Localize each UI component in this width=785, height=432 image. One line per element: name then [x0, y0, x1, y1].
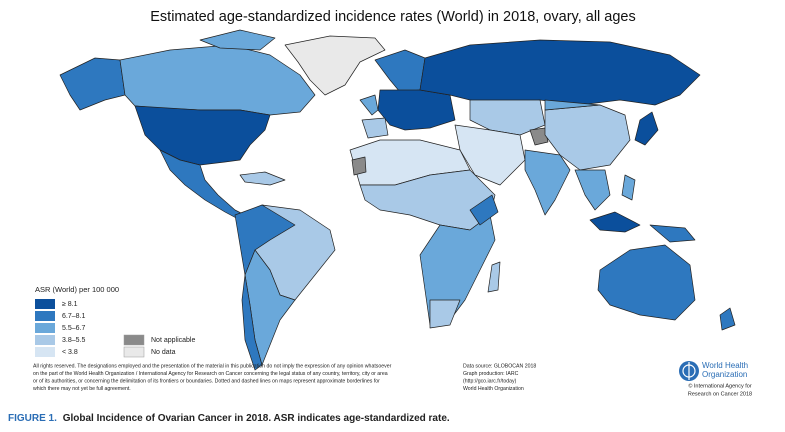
philippines [621, 174, 636, 201]
legend-swatch [35, 299, 55, 309]
legend-swatch [35, 335, 55, 345]
legend-label: No data [151, 349, 176, 356]
legend-label: 6.7–8.1 [62, 313, 85, 320]
caribbean [239, 171, 286, 186]
madagascar [487, 261, 501, 293]
png [649, 224, 696, 243]
australia [597, 244, 696, 321]
legend-swatch [123, 346, 145, 358]
who-logo [679, 361, 699, 381]
source-line: (http://gco.iarc.fr/today) [463, 378, 517, 384]
caption-label: FIGURE 1. [8, 413, 57, 424]
source-line: World Health Organization [463, 386, 524, 392]
india [524, 149, 571, 216]
disclaimer-line: All rights reserved. The designations em… [33, 363, 392, 369]
legend-swatch [35, 323, 55, 333]
legend: ASR (World) per 100 000 ≥ 8.1 6.7–8.1 5.5–… [35, 285, 195, 358]
legend-label: Not applicable [151, 337, 195, 344]
usa [134, 105, 271, 166]
caption: FIGURE 1. Global Incidence of Ovarian Ca… [8, 413, 450, 424]
legend-title: ASR (World) per 100 000 [35, 285, 119, 294]
legend-label: ≥ 8.1 [62, 301, 78, 308]
iberia [361, 117, 389, 139]
east-africa [469, 194, 499, 226]
china [544, 104, 631, 171]
legend-label: 3.8–5.5 [62, 337, 85, 344]
chile [241, 274, 263, 371]
mongolia [544, 99, 601, 111]
south-africa [429, 299, 461, 329]
scandinavia [374, 49, 426, 93]
legend-swatch [35, 311, 55, 321]
logo-name: World Health [702, 361, 748, 370]
new-zealand [719, 307, 736, 331]
legend-swatch [123, 334, 145, 346]
europe-central [377, 89, 456, 131]
legend-label: 5.5–6.7 [62, 325, 85, 332]
source-line: Data source: GLOBOCAN 2018 [463, 363, 536, 369]
uk [359, 94, 379, 116]
source-line: Graph production: IARC [463, 371, 519, 377]
not-applicable-area [529, 127, 549, 146]
arctic-islands [199, 29, 276, 51]
logo-credit: Research on Cancer 2018 [688, 391, 752, 397]
indonesia [589, 211, 641, 233]
disclaimer-line: on the part of the World Health Organiza… [33, 371, 388, 377]
world-map [59, 29, 736, 371]
legend-label: < 3.8 [62, 349, 78, 356]
japan [634, 111, 659, 146]
middle-east [454, 124, 526, 186]
disclaimer-line: which there may not yet be full agreemen… [33, 386, 131, 392]
logo-credit: © International Agency for [688, 382, 752, 389]
southeast-asia [574, 169, 611, 211]
alaska [59, 57, 126, 111]
western-sahara [351, 156, 367, 176]
disclaimer-line: or of its authorities, or concerning the… [33, 378, 380, 384]
caption-text: Global Incidence of Ovarian Cancer in 20… [63, 413, 450, 424]
russia [419, 39, 701, 106]
logo-name: Organization [702, 370, 747, 379]
greenland [284, 35, 386, 96]
footer: All rights reserved. The designations em… [33, 363, 536, 392]
canada [119, 44, 316, 116]
map-title: Estimated age-standardized incidence rat… [150, 9, 635, 25]
legend-swatch [35, 347, 55, 357]
